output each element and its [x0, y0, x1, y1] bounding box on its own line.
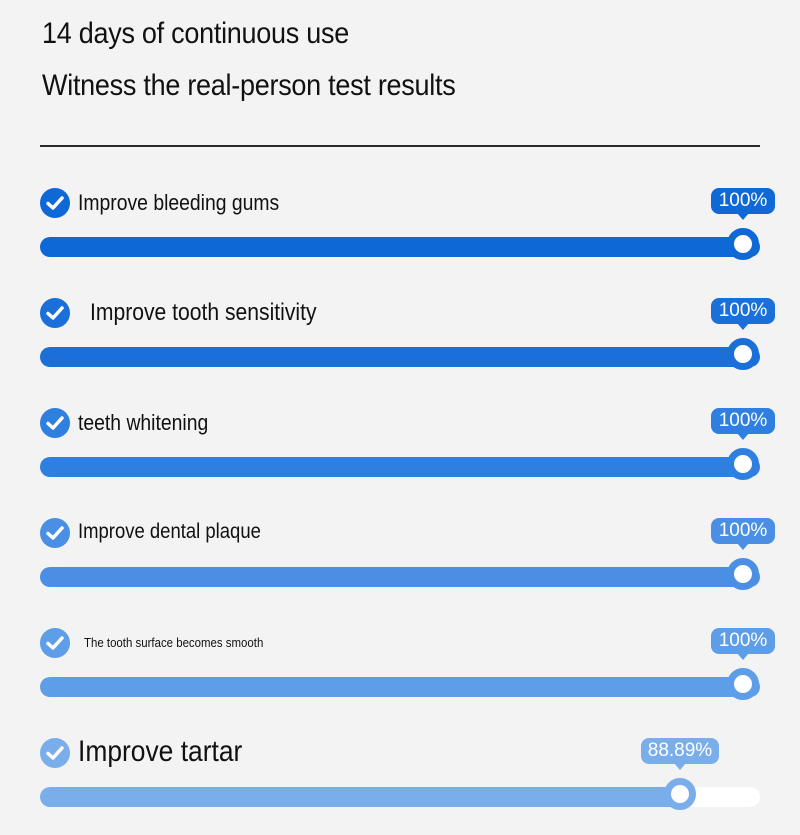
progress-track: [40, 228, 760, 260]
result-item: Improve bleeding gums 100%: [0, 175, 800, 285]
progress-track: [40, 558, 760, 590]
progress-fill: [40, 237, 760, 257]
result-label: teeth whitening: [78, 409, 209, 435]
result-item: Improve tooth sensitivity 100%: [0, 285, 800, 395]
page-title: 14 days of continuous use: [42, 17, 349, 50]
progress-track: [40, 778, 760, 810]
progress-track: [40, 668, 760, 700]
check-circle-icon: [40, 518, 70, 548]
result-label: Improve tooth sensitivity: [90, 298, 317, 326]
check-circle-icon: [40, 188, 70, 218]
result-label: Improve dental plaque: [78, 520, 261, 544]
progress-track: [40, 448, 760, 480]
page-subtitle: Witness the real-person test results: [42, 69, 456, 102]
result-item: The tooth surface becomes smooth 100%: [0, 615, 800, 725]
percent-badge: 88.89%: [641, 738, 719, 770]
result-label: Improve tartar: [78, 735, 243, 768]
check-circle-icon: [40, 408, 70, 438]
progress-fill: [40, 567, 760, 587]
check-circle-icon: [40, 738, 70, 768]
progress-knob: [727, 228, 759, 260]
percent-badge: 100%: [711, 518, 775, 550]
percent-badge: 100%: [711, 628, 775, 660]
check-circle-icon: [40, 298, 70, 328]
progress-fill: [40, 347, 760, 367]
divider: [40, 145, 760, 147]
progress-track: [40, 338, 760, 370]
progress-knob: [727, 668, 759, 700]
progress-knob: [727, 338, 759, 370]
result-item: Improve tartar 88.89%: [0, 725, 800, 835]
percent-badge: 100%: [711, 408, 775, 440]
percent-badge: 100%: [711, 298, 775, 330]
result-item: Improve dental plaque 100%: [0, 505, 800, 615]
result-label: Improve bleeding gums: [78, 189, 280, 215]
progress-knob: [727, 448, 759, 480]
progress-knob: [727, 558, 759, 590]
check-circle-icon: [40, 628, 70, 658]
result-item: teeth whitening 100%: [0, 395, 800, 505]
result-label: The tooth surface becomes smooth: [84, 635, 264, 651]
progress-knob: [664, 778, 696, 810]
progress-fill: [40, 457, 760, 477]
progress-fill: [40, 787, 680, 807]
progress-fill: [40, 677, 760, 697]
percent-badge: 100%: [711, 188, 775, 220]
